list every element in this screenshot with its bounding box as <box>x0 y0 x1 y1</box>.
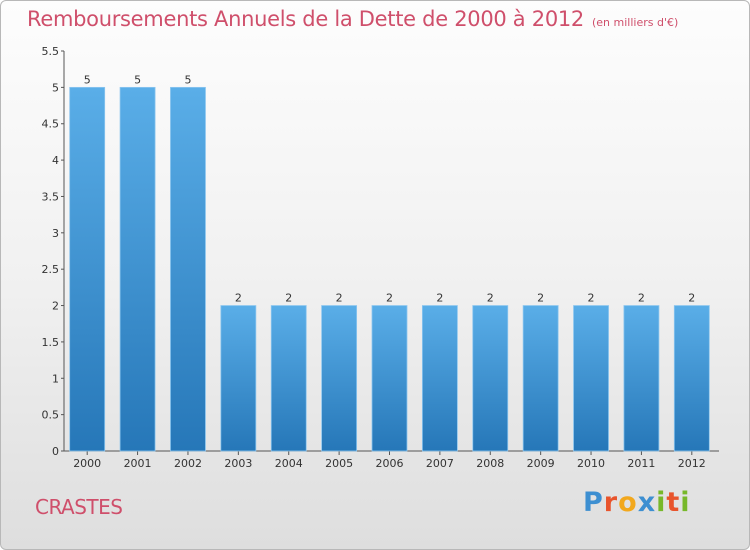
x-tick-label: 2012 <box>678 457 706 470</box>
y-tick-label: 2 <box>52 300 59 313</box>
y-tick-label: 3.5 <box>42 190 60 203</box>
bar <box>321 305 358 452</box>
x-tick-label: 2001 <box>124 457 152 470</box>
data-label: 2 <box>386 292 393 305</box>
y-tick-label: 0.5 <box>42 409 60 422</box>
data-label: 2 <box>688 292 695 305</box>
bar <box>220 305 257 452</box>
y-tick-label: 5.5 <box>42 45 60 58</box>
logo-letter: t <box>666 487 681 518</box>
bar <box>623 305 660 452</box>
x-tick-label: 2002 <box>174 457 202 470</box>
bar <box>421 305 458 452</box>
commune-name: CRASTES <box>35 495 123 519</box>
x-tick-label: 2011 <box>627 457 655 470</box>
chart-title: Remboursements Annuels de la Dette de 20… <box>27 7 678 31</box>
y-tick-label: 4.5 <box>42 118 60 131</box>
x-tick-label: 2005 <box>325 457 353 470</box>
x-tick-label: 2007 <box>426 457 454 470</box>
x-tick-label: 2000 <box>73 457 101 470</box>
data-label: 5 <box>134 73 141 86</box>
x-tick-label: 2003 <box>224 457 252 470</box>
logo-letter: i <box>680 487 691 518</box>
x-tick-label: 2008 <box>476 457 504 470</box>
data-label: 2 <box>336 292 343 305</box>
data-label: 2 <box>235 292 242 305</box>
data-label: 2 <box>436 292 443 305</box>
x-tick-label: 2004 <box>275 457 303 470</box>
proxiti-logo[interactable]: Proxiti <box>583 487 691 518</box>
chart-subtitle: (en milliers d'€) <box>592 16 679 29</box>
logo-letter: r <box>603 487 619 518</box>
logo-letter: o <box>618 487 638 518</box>
bar <box>170 86 206 452</box>
y-tick-label: 4 <box>52 154 59 167</box>
y-tick-label: 5 <box>52 81 59 94</box>
chart-title-text: Remboursements Annuels de la Dette de 20… <box>27 7 584 31</box>
bar <box>69 86 106 452</box>
bar <box>371 305 408 452</box>
y-tick-label: 1.5 <box>42 336 60 349</box>
logo-letter: x <box>637 487 657 518</box>
x-tick-label: 2006 <box>376 457 404 470</box>
y-tick-label: 2.5 <box>42 263 60 276</box>
x-tick-label: 2010 <box>577 457 605 470</box>
data-label: 2 <box>588 292 595 305</box>
data-label: 5 <box>184 73 191 86</box>
y-tick-label: 3 <box>52 227 59 240</box>
data-label: 2 <box>285 292 292 305</box>
bar <box>119 86 156 452</box>
logo-letter: i <box>656 487 667 518</box>
bar <box>472 305 509 452</box>
data-label: 5 <box>84 73 91 86</box>
data-label: 2 <box>487 292 494 305</box>
bar <box>270 305 307 452</box>
bar <box>673 305 710 452</box>
bar <box>522 305 559 452</box>
x-tick-label: 2009 <box>527 457 555 470</box>
y-tick-label: 0 <box>52 445 59 458</box>
y-tick-label: 1 <box>52 372 59 385</box>
data-label: 2 <box>537 292 544 305</box>
data-label: 2 <box>638 292 645 305</box>
bar <box>573 305 609 452</box>
logo-letter: P <box>583 487 604 518</box>
